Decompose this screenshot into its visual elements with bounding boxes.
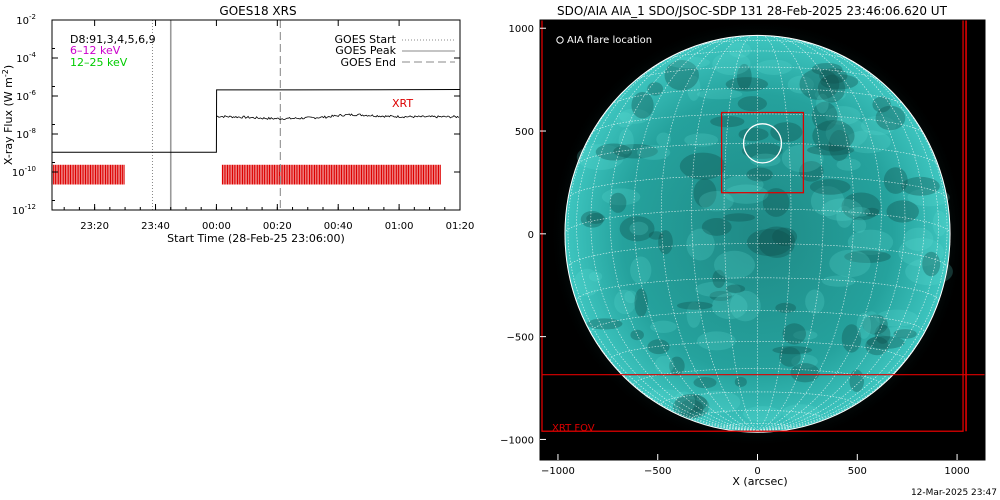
latitude-line bbox=[691, 410, 824, 419]
longitude-line bbox=[757, 40, 925, 431]
footer-date: 12-Mar-2025 23:47 bbox=[911, 488, 997, 498]
x-tick-label: 00:40 bbox=[324, 221, 353, 232]
limb-outline bbox=[564, 34, 951, 433]
y-tick-label: 10-8 bbox=[16, 127, 36, 141]
xrt-label: XRT bbox=[392, 97, 413, 110]
flare-location-marker bbox=[742, 123, 783, 164]
longitude-line bbox=[691, 35, 758, 431]
y-tick-label: 0 bbox=[528, 230, 534, 241]
y-tick-label: 10-4 bbox=[16, 51, 36, 65]
x-tick-label: 1000 bbox=[944, 466, 969, 477]
latitude-line bbox=[695, 40, 820, 47]
image-title: SDO/AIA AIA_1 SDO/JSOC-SDP 131 28-Feb-20… bbox=[557, 4, 948, 18]
x-axis-label: Start Time (28-Feb-25 23:06:00) bbox=[167, 232, 345, 245]
latitude-line bbox=[591, 113, 924, 134]
longitude-line bbox=[757, 77, 948, 431]
plot-area bbox=[51, 20, 461, 210]
legend-goes-peak: GOES Peak bbox=[335, 44, 396, 57]
flare-legend-marker-icon bbox=[556, 36, 564, 44]
plot-frame bbox=[51, 19, 461, 211]
y-ticks: 10-12 10-10 10-8 10-6 10-4 10-2 bbox=[12, 13, 460, 217]
y-tick-label: 10-10 bbox=[12, 165, 36, 179]
series-line-short bbox=[216, 113, 460, 121]
image-frame bbox=[539, 19, 986, 461]
x-tick-label: 500 bbox=[848, 466, 867, 477]
longitude-line bbox=[757, 37, 882, 431]
x-tick-label: −1000 bbox=[541, 466, 575, 477]
y-tick-label: 500 bbox=[515, 127, 534, 138]
solar-disk bbox=[564, 35, 951, 433]
x-tick-label: 01:20 bbox=[446, 221, 475, 232]
x-ticks: −1000 −500 0 500 1000 bbox=[541, 454, 970, 477]
x-ticks: 23:20 23:40 00:00 00:20 00:40 01:00 01:20 bbox=[63, 20, 475, 232]
y-axis-label: X-ray Flux (W m-2) bbox=[1, 65, 15, 165]
latitude-line bbox=[664, 50, 851, 61]
y-tick-label: 10-2 bbox=[16, 13, 36, 27]
goes-event-legend: GOES Start GOES Peak GOES End bbox=[335, 33, 455, 69]
x-tick-label: 01:00 bbox=[385, 221, 414, 232]
sun-image bbox=[541, 20, 985, 449]
x-tick-label: −500 bbox=[644, 466, 671, 477]
latitude-line bbox=[633, 368, 882, 385]
series-line-long bbox=[52, 89, 461, 153]
goes-xrs-chart: GOES18 XRS X-ray Flux (W m-2) 10-12 10-10… bbox=[1, 4, 474, 245]
xrt-fov-label: XRT FOV bbox=[552, 423, 595, 434]
x-axis-label: X (arcsec) bbox=[732, 475, 787, 488]
detector-label: D8:91,3,4,5,6,9 bbox=[70, 33, 156, 46]
flare-zoom-box bbox=[720, 111, 805, 194]
x-tick-label: 00:20 bbox=[263, 221, 292, 232]
latitude-line bbox=[576, 142, 939, 166]
heliographic-grid bbox=[564, 35, 951, 431]
flare-legend-label: AIA flare location bbox=[567, 35, 652, 46]
longitude-line bbox=[757, 35, 855, 431]
longitude-line bbox=[576, 46, 758, 431]
legend-goes-end: GOES End bbox=[340, 56, 396, 69]
x-tick-label: 0 bbox=[754, 466, 760, 477]
longitude-line bbox=[757, 46, 939, 431]
detector-legend: D8:91,3,4,5,6,9 6–12 keV 12–25 keV bbox=[70, 33, 156, 69]
chart-title: GOES18 XRS bbox=[219, 4, 296, 18]
y-tick-label: 10-6 bbox=[16, 89, 36, 103]
y-tick-label: −500 bbox=[507, 333, 534, 344]
longitude-line bbox=[590, 40, 758, 431]
latitude-line bbox=[609, 341, 906, 361]
xrt-coverage-segment bbox=[221, 164, 441, 185]
longitude-line bbox=[757, 35, 792, 431]
y-tick-label: 10-12 bbox=[12, 203, 36, 217]
y-tick-label: −1000 bbox=[500, 435, 534, 446]
energy-band-high-label: 12–25 keV bbox=[70, 56, 128, 69]
aia-image-panel: SDO/AIA AIA_1 SDO/JSOC-SDP 131 28-Feb-20… bbox=[500, 4, 986, 488]
latitude-line bbox=[576, 277, 939, 302]
xrt-coverage-segment bbox=[51, 164, 125, 185]
legend-goes-start: GOES Start bbox=[335, 33, 397, 46]
y-ticks: 1000 500 0 −500 −1000 bbox=[500, 24, 546, 446]
longitude-line bbox=[757, 35, 824, 431]
longitude-line bbox=[723, 35, 758, 431]
x-tick-label: 00:00 bbox=[202, 221, 231, 232]
x-tick-label: 23:40 bbox=[141, 221, 170, 232]
longitude-line bbox=[660, 35, 758, 431]
x-tick-label: 23:20 bbox=[80, 221, 109, 232]
longitude-line bbox=[567, 77, 758, 431]
energy-band-low-label: 6–12 keV bbox=[70, 44, 121, 57]
y-tick-label: 1000 bbox=[509, 24, 534, 35]
xrt-fov-box bbox=[541, 20, 964, 432]
flare-legend: AIA flare location bbox=[556, 35, 652, 46]
longitude-line bbox=[633, 37, 758, 431]
